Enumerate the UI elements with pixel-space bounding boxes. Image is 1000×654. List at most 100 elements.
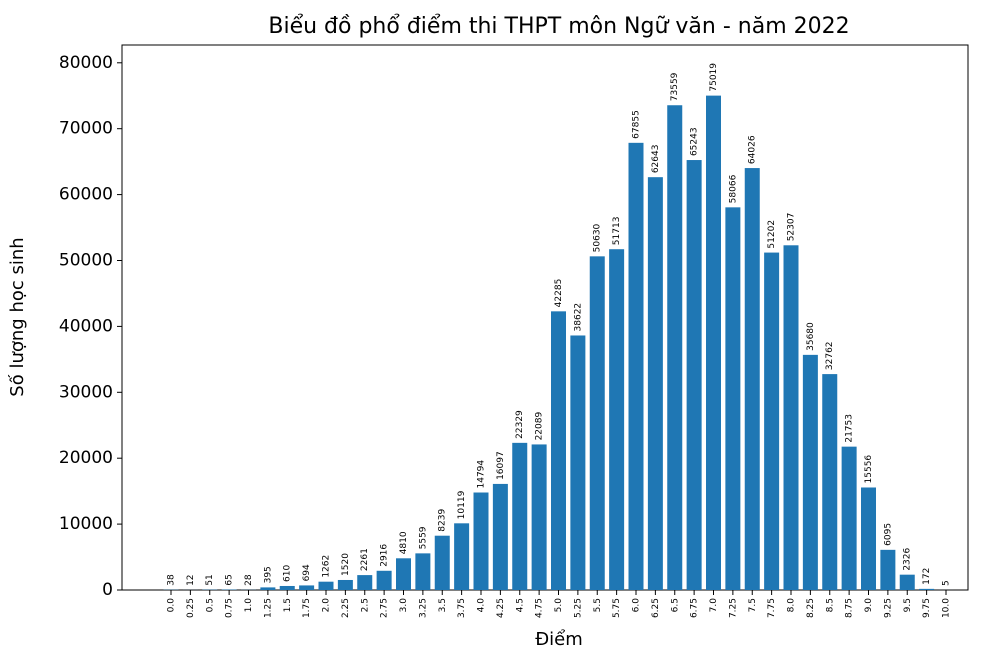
data-label: 38 <box>167 574 177 586</box>
x-tick-label: 3.0 <box>399 598 409 613</box>
x-tick-label: 4.5 <box>515 598 525 612</box>
x-tick-label: 4.0 <box>477 598 487 613</box>
x-tick-label: 3.75 <box>457 598 467 618</box>
bar <box>570 335 586 590</box>
x-tick-label: 9.25 <box>883 598 893 618</box>
bar <box>628 142 644 590</box>
data-label: 172 <box>922 568 932 585</box>
bar <box>454 523 470 590</box>
data-label: 8239 <box>438 509 448 532</box>
y-tick-label: 30000 <box>59 382 113 402</box>
data-label: 15556 <box>864 455 874 484</box>
data-label: 50630 <box>593 223 603 252</box>
y-tick-label: 40000 <box>59 316 113 336</box>
bar <box>802 354 818 590</box>
data-label: 6095 <box>883 523 893 546</box>
data-label: 28 <box>244 574 254 586</box>
data-label: 58066 <box>728 174 738 203</box>
x-tick-label: 0.0 <box>167 598 177 613</box>
x-tick-label: 3.25 <box>418 598 428 618</box>
x-tick-label: 2.0 <box>322 598 332 613</box>
y-tick-label: 0 <box>102 580 113 600</box>
data-label: 65243 <box>690 127 700 156</box>
bar <box>396 558 411 590</box>
data-label: 62643 <box>651 145 661 174</box>
bar <box>531 444 547 590</box>
x-tick-label: 7.0 <box>709 598 719 613</box>
x-tick-label: 8.75 <box>845 598 855 618</box>
data-label: 42285 <box>554 279 564 308</box>
x-tick-label: 9.75 <box>922 598 932 618</box>
bar <box>609 249 625 590</box>
bar <box>337 579 353 590</box>
x-tick-label: 8.5 <box>825 598 835 612</box>
data-label: 16097 <box>496 451 506 480</box>
data-label: 2261 <box>360 548 370 571</box>
data-label: 694 <box>302 564 312 581</box>
bar <box>899 574 915 590</box>
x-tick-label: 3.5 <box>438 598 448 612</box>
data-label: 2916 <box>380 544 390 567</box>
chart-title: Biểu đồ phổ điểm thi THPT môn Ngữ văn - … <box>268 14 849 39</box>
data-label: 5559 <box>418 526 428 549</box>
bar <box>647 177 663 591</box>
x-tick-label: 6.0 <box>632 598 642 613</box>
data-label: 22089 <box>535 412 545 441</box>
data-label: 32762 <box>825 341 835 370</box>
bar <box>667 105 683 591</box>
data-label: 35680 <box>806 322 816 351</box>
x-tick-label: 5.0 <box>554 598 564 613</box>
data-label: 4810 <box>399 531 409 554</box>
x-tick-label: 4.75 <box>535 598 545 618</box>
x-tick-label: 1.75 <box>302 598 312 618</box>
y-tick-label: 50000 <box>59 250 113 270</box>
bar <box>686 160 702 591</box>
data-label: 1262 <box>322 555 332 578</box>
x-tick-label: 2.75 <box>380 598 390 618</box>
bar <box>299 585 315 590</box>
bar <box>764 252 780 590</box>
bar <box>919 588 935 590</box>
data-label: 12 <box>186 574 196 585</box>
bar <box>880 549 896 590</box>
x-tick-label: 0.25 <box>186 598 196 618</box>
x-tick-label: 7.5 <box>748 598 758 612</box>
x-tick-label: 6.5 <box>670 598 680 612</box>
data-label: 51713 <box>612 217 622 246</box>
x-tick-label: 5.25 <box>573 598 583 618</box>
x-axis-label: Điểm <box>535 629 583 650</box>
x-tick-label: 8.0 <box>787 598 797 613</box>
x-tick-label: 10.0 <box>942 598 952 618</box>
x-tick-label: 0.5 <box>205 598 215 612</box>
bar <box>318 581 334 590</box>
bar <box>376 570 392 590</box>
bar <box>551 311 566 590</box>
data-label: 14794 <box>477 460 487 489</box>
bar <box>512 442 528 590</box>
data-label: 51 <box>205 574 215 585</box>
data-label: 64026 <box>748 135 758 164</box>
bar <box>861 487 876 590</box>
bar <box>822 374 838 590</box>
x-tick-label: 9.0 <box>864 598 874 613</box>
bar <box>744 168 760 591</box>
data-label: 22329 <box>515 410 525 439</box>
x-tick-label: 8.25 <box>806 598 816 618</box>
bar <box>357 575 373 590</box>
data-label: 10119 <box>457 490 467 519</box>
data-label: 395 <box>263 566 273 583</box>
data-label: 610 <box>283 565 293 582</box>
x-tick-label: 1.25 <box>263 598 273 618</box>
y-tick-label: 60000 <box>59 185 113 205</box>
bar <box>279 585 295 590</box>
x-tick-label: 0.75 <box>225 598 235 618</box>
x-tick-label: 9.5 <box>903 598 913 612</box>
x-tick-label: 7.75 <box>767 598 777 618</box>
data-label: 51202 <box>767 220 777 249</box>
data-label: 38622 <box>573 303 583 332</box>
bar <box>492 483 508 590</box>
x-tick-label: 1.0 <box>244 598 254 613</box>
data-label: 2326 <box>903 547 913 570</box>
bar <box>841 446 857 590</box>
